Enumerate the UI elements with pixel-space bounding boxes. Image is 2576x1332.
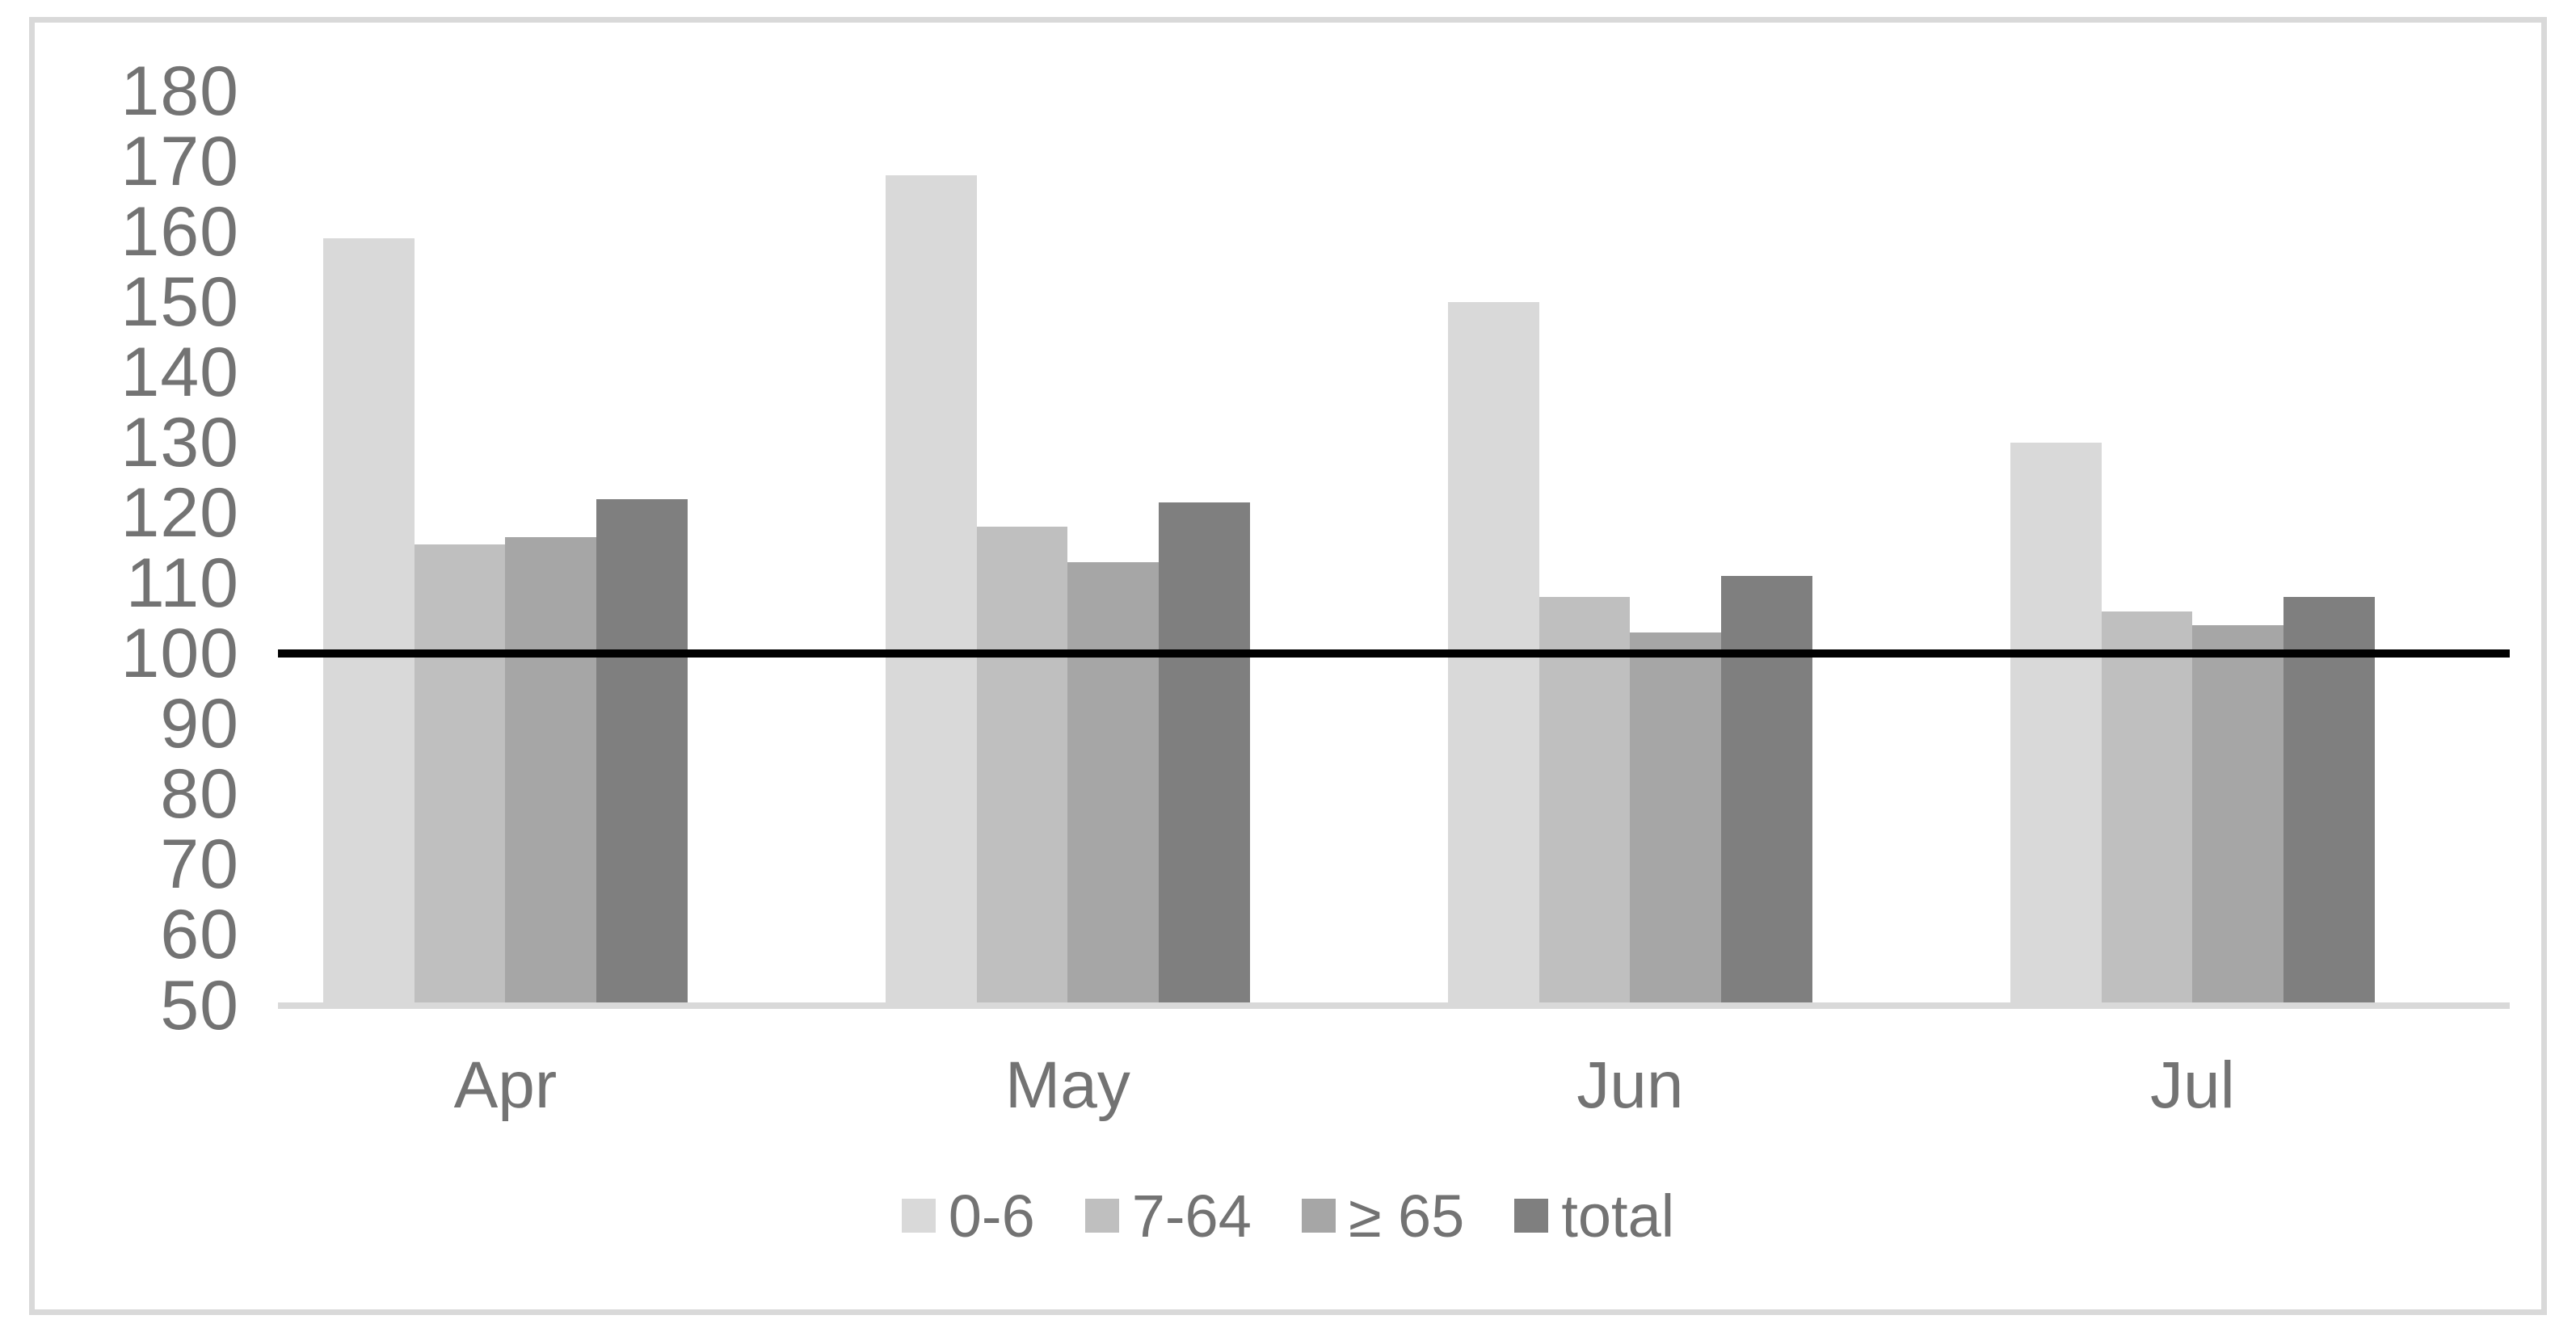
bar-May-≥ 65 — [1067, 561, 1160, 1006]
y-axis-tick-label-150: 150 — [120, 263, 239, 341]
y-axis-tick-label-140: 140 — [120, 333, 239, 411]
x-axis-label-Jun: Jun — [1576, 1048, 1684, 1122]
bar-May-total — [1159, 502, 1250, 1006]
y-axis-tick-label-130: 130 — [120, 403, 239, 481]
legend-item-total: total — [1514, 1182, 1674, 1250]
bar-Jun-≥ 65 — [1630, 632, 1722, 1006]
bar-Apr-≥ 65 — [505, 537, 597, 1006]
bar-Jun-7-64 — [1538, 597, 1631, 1006]
y-axis-tick-label-110: 110 — [125, 544, 239, 623]
legend-label: ≥ 65 — [1348, 1182, 1465, 1250]
reference-line-100 — [278, 649, 2510, 658]
y-axis-tick-label-90: 90 — [160, 685, 239, 763]
legend-label: total — [1561, 1182, 1675, 1250]
bar-Jul-7-64 — [2101, 611, 2193, 1006]
x-axis-label-May: May — [1004, 1048, 1130, 1122]
y-axis-tick-label-100: 100 — [120, 615, 239, 693]
bar-Jul-0-6 — [2010, 442, 2102, 1006]
y-axis-tick-label-60: 60 — [160, 896, 239, 974]
legend-item-0-6: 0-6 — [901, 1182, 1035, 1250]
bar-May-7-64 — [976, 527, 1068, 1006]
legend: 0-6 7-64 ≥ 65 total — [0, 1175, 2576, 1256]
bar-Apr-total — [596, 498, 688, 1006]
bar-Apr-7-64 — [414, 544, 506, 1006]
y-axis-tick-label-180: 180 — [120, 52, 239, 130]
legend-item-≥ 65: ≥ 65 — [1301, 1182, 1465, 1250]
x-axis-label-Apr: Apr — [453, 1048, 558, 1122]
bar-Jun-total — [1721, 576, 1812, 1006]
y-axis-tick-label-80: 80 — [160, 755, 239, 834]
y-axis-tick-label-120: 120 — [120, 474, 239, 552]
bar-Apr-0-6 — [323, 238, 415, 1006]
x-axis-line — [278, 1002, 2510, 1009]
y-axis-tick-label-50: 50 — [160, 966, 239, 1044]
y-axis-tick-label-70: 70 — [160, 826, 239, 904]
legend-swatch-icon — [901, 1199, 936, 1233]
legend-swatch-icon — [1301, 1199, 1336, 1233]
legend-swatch-icon — [1084, 1199, 1119, 1233]
bar-Jul-total — [2283, 597, 2375, 1006]
x-axis-label-Jul: Jul — [2149, 1048, 2235, 1122]
legend-label: 0-6 — [948, 1182, 1035, 1250]
legend-item-7-64: 7-64 — [1084, 1182, 1252, 1250]
bar-May-0-6 — [886, 175, 977, 1006]
legend-label: 7-64 — [1131, 1182, 1252, 1250]
legend-swatch-icon — [1514, 1199, 1549, 1233]
y-axis-tick-label-160: 160 — [120, 192, 239, 271]
y-axis-tick-label-170: 170 — [120, 122, 239, 200]
bar-Jul-≥ 65 — [2192, 625, 2284, 1006]
chart-border — [29, 17, 2547, 1315]
